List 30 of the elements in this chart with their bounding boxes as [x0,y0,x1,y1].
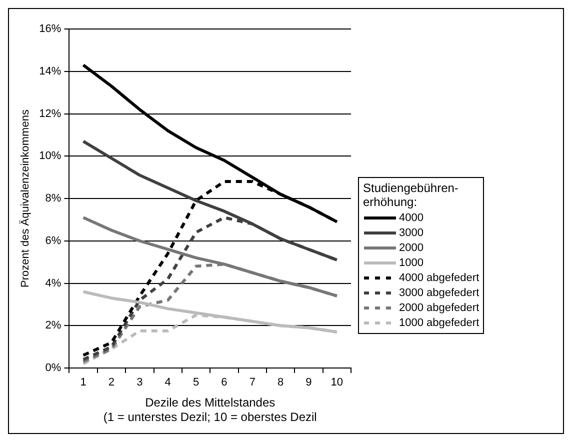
legend-title: Studiengebühren-erhöhung: [363,181,460,209]
y-tick-label: 6% [45,234,62,247]
y-tick-label: 16% [39,23,62,36]
y-tick-label: 8% [45,192,62,205]
legend-label: 2000 [399,242,424,254]
y-tick-label: 14% [39,65,62,78]
legend-label: 4000 abgefedert [399,272,480,284]
y-tick-label: 10% [39,150,62,162]
legend-label: 1000 abgefedert [399,316,480,328]
x-axis-title: Dezile des Mittelstandes (1 = unterstes Dezil; 10 = oberstes Dezil [103,396,317,424]
x-tick-label: 7 [249,376,256,389]
x-tick-label: 6 [221,376,228,389]
x-tick-label: 2 [108,376,115,389]
x-tick-label: 4 [164,376,171,389]
legend-label: 4000 [399,212,424,224]
y-tick-label: 0% [45,362,62,374]
y-tick-label: 12% [39,108,62,120]
x-tick-label: 9 [306,376,312,389]
x-tick-label: 1 [80,376,86,389]
y-tick-label: 2% [45,320,62,332]
legend-label: 3000 [399,226,424,238]
legend-label: 3000 abgefedert [399,286,480,298]
y-tick-label: 4% [45,277,62,290]
legend-label: 1000 [399,256,424,268]
x-tick-label: 8 [277,376,284,389]
y-axis-title: Prozent des Äquivalenzeinkommens [18,109,32,288]
legend-label: 2000 abgefedert [399,302,480,314]
x-tick-label: 5 [192,376,200,389]
x-tick-label: 10 [330,376,344,389]
x-tick-label: 3 [136,376,143,389]
